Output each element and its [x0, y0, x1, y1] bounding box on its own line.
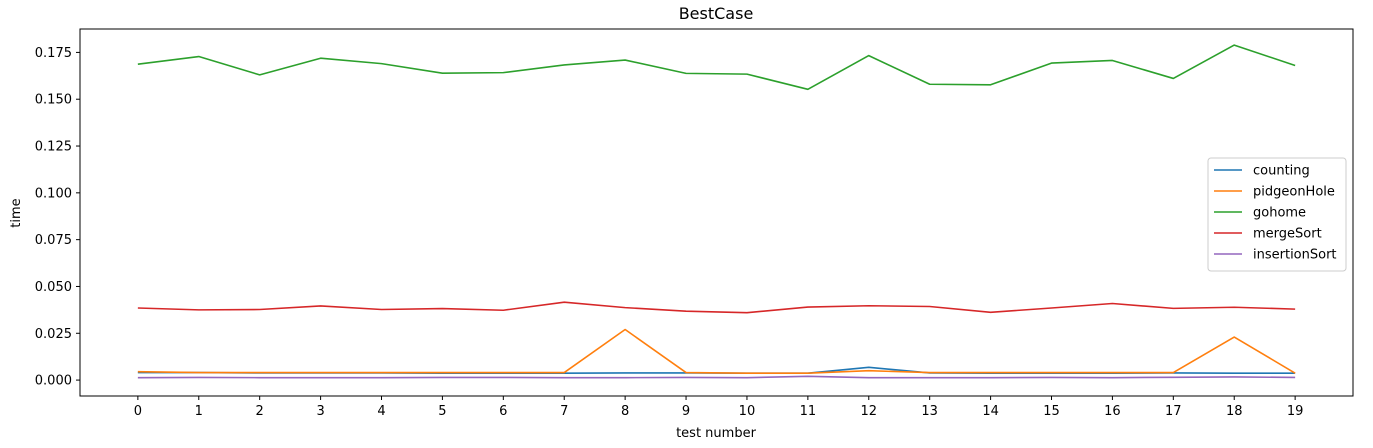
legend-label: gohome	[1253, 206, 1306, 221]
legend-label: mergeSort	[1253, 227, 1322, 242]
x-tick-label: 9	[682, 404, 690, 419]
legend-label: counting	[1253, 164, 1310, 179]
y-tick-label: 0.050	[35, 280, 72, 295]
chart-title: BestCase	[679, 4, 754, 23]
legend-label: insertionSort	[1253, 248, 1337, 263]
x-tick-label: 16	[1104, 404, 1121, 419]
x-tick-label: 15	[1043, 404, 1060, 419]
y-axis-label: time	[9, 198, 24, 227]
x-tick-label: 6	[499, 404, 507, 419]
x-tick-label: 7	[560, 404, 568, 419]
series-line-mergeSort	[137, 301, 1296, 314]
series-line-gohome	[137, 44, 1296, 91]
x-tick-label: 0	[134, 404, 142, 419]
y-tick-label: 0.000	[35, 374, 72, 389]
x-tick-label: 2	[256, 404, 264, 419]
legend-frame	[1207, 157, 1347, 272]
x-axis: 0 1 2 3 4 5 6 7 8 9 10 11 12 13 14 15 16 17 18 19	[134, 396, 1304, 419]
legend-label: pidgeonHole	[1253, 185, 1335, 200]
y-tick-label: 0.100	[35, 186, 72, 201]
legend: counting pidgeonHole gohome mergeSort insert…	[1207, 157, 1347, 272]
y-axis: 0.000 0.025 0.050 0.075 0.100 0.125 0.150 0.175	[35, 46, 80, 389]
x-axis-label: test number	[676, 426, 756, 441]
y-tick-label: 0.150	[35, 93, 72, 108]
x-tick-label: 5	[438, 404, 446, 419]
plot-frame	[79, 28, 1354, 397]
x-tick-label: 8	[621, 404, 629, 419]
x-tick-label: 11	[800, 404, 817, 419]
plot-area	[80, 29, 1353, 396]
y-tick-label: 0.175	[35, 46, 72, 61]
x-tick-label: 1	[195, 404, 203, 419]
y-tick-label: 0.125	[35, 140, 72, 155]
x-tick-label: 3	[316, 404, 324, 419]
x-tick-label: 19	[1287, 404, 1304, 419]
y-tick-label: 0.075	[35, 233, 72, 248]
series-layer	[137, 44, 1296, 379]
x-tick-label: 13	[921, 404, 938, 419]
x-tick-label: 18	[1226, 404, 1243, 419]
x-tick-label: 14	[982, 404, 999, 419]
series-line-pidgeonHole	[137, 328, 1296, 374]
x-tick-label: 17	[1165, 404, 1182, 419]
x-tick-label: 10	[739, 404, 756, 419]
x-tick-label: 12	[860, 404, 877, 419]
series-line-insertionSort	[137, 375, 1296, 379]
y-tick-label: 0.025	[35, 327, 72, 342]
x-tick-label: 4	[377, 404, 385, 419]
